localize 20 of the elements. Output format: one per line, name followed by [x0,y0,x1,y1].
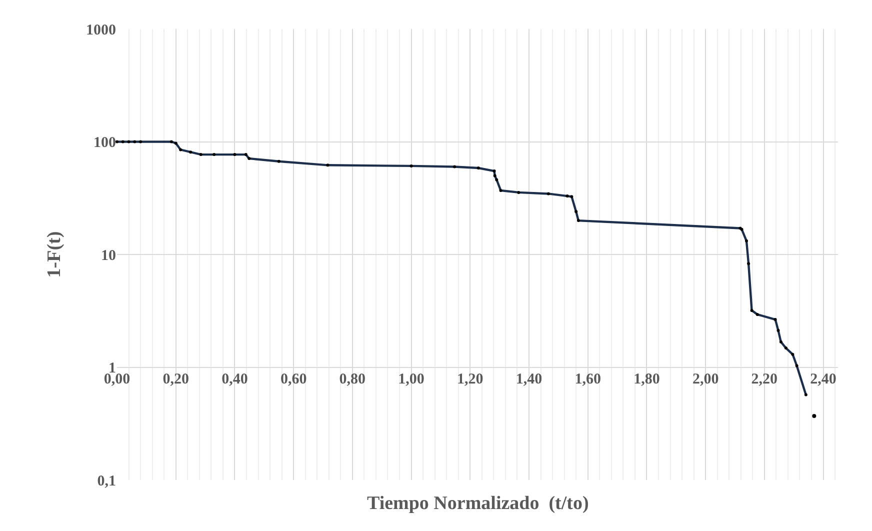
y-axis-title: 1-F(t) [44,231,65,278]
point [812,414,816,418]
y-tick-label: 1000 [86,22,116,38]
x-tick-label: 0,80 [339,371,366,388]
y-tick-label: 0,1 [97,473,116,490]
x-tick-label: 2,20 [751,371,778,388]
x-tick-label: 2,40 [810,371,836,388]
y-tick-label: 10 [101,248,116,264]
x-tick-label: 2,00 [692,371,719,388]
x-tick-label: 0,00 [104,371,130,388]
x-tick-label: 1,20 [457,371,484,388]
x-tick-label: 1,60 [574,371,601,388]
x-tick-label: 1,80 [634,371,660,388]
x-tick-label: 0,60 [280,371,307,388]
x-tick-label: 0,20 [162,371,189,388]
y-tick-label: 100 [94,135,116,151]
x-tick-label: 1,40 [516,371,542,388]
x-tick-label: 0,40 [222,371,248,388]
x-axis-title: Tiempo Normalizado (t/to) [367,493,589,514]
x-tick-label: 1,00 [398,371,424,388]
